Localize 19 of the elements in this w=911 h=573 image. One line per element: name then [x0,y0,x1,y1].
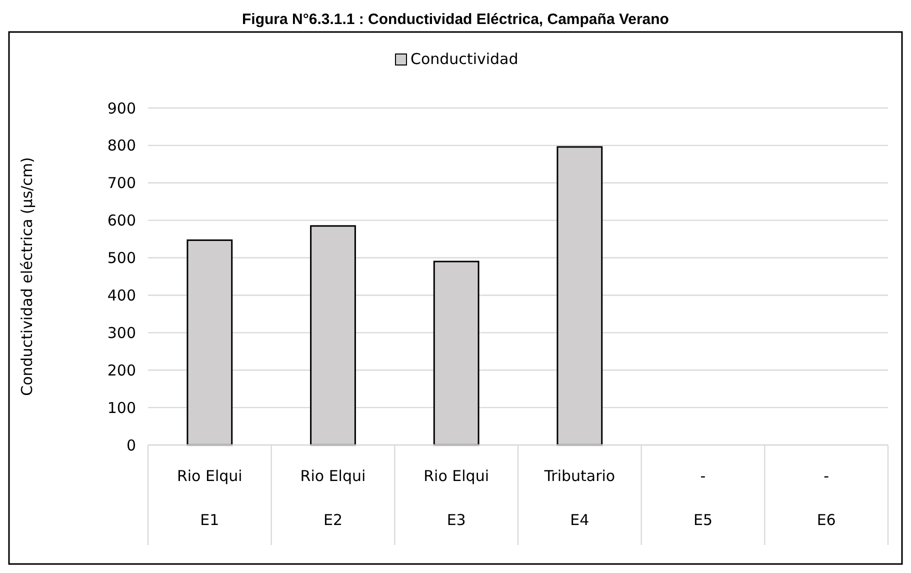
y-tick-label: 700 [107,174,136,192]
category-label: Rio Elqui E3 [424,467,490,529]
y-tick-label: 0 [126,436,136,454]
y-tick-label: 800 [107,136,136,155]
y-tick-label: 100 [107,398,136,417]
category-label: - E6 [816,467,836,529]
y-tick-label: 400 [107,286,136,304]
legend-label: Conductividad [410,50,518,68]
y-tick-label: 900 [107,99,136,118]
y-tick-label: 500 [107,249,136,268]
y-tick-label: 200 [107,361,136,380]
chart-title: Figura N°6.3.1.1 : Conductividad Eléctrica, Campaña Verano [242,11,669,28]
category-label: Rio Elqui E2 [300,467,366,529]
y-tick-label: 300 [107,324,136,342]
category-label: Tributario E4 [544,467,616,529]
y-tick-label: 600 [107,212,136,230]
category-label: - E5 [693,467,713,529]
category-label: Rio Elqui E1 [176,467,242,529]
y-axis-title: Conductividad eléctrica (µs/cm) [18,157,36,396]
